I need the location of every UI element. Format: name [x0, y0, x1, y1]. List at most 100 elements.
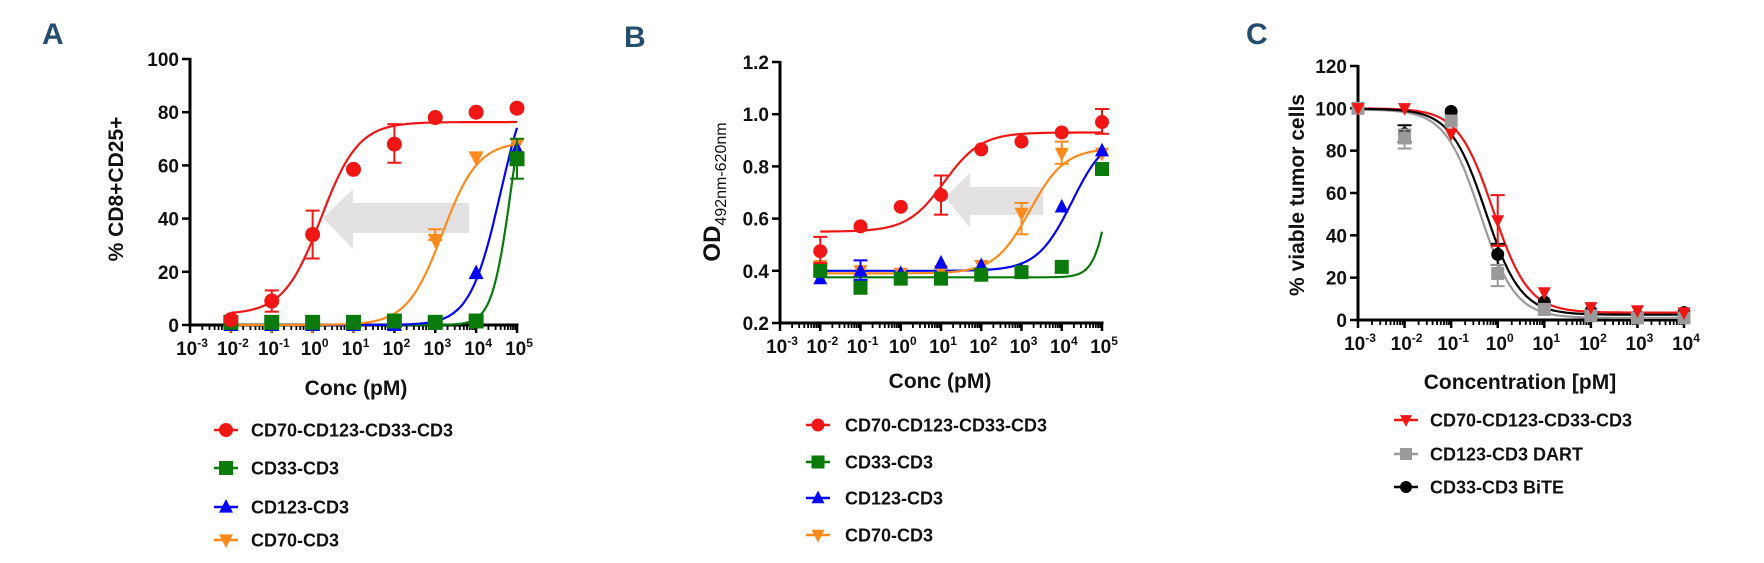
x-tick-label: 10-1 — [258, 336, 290, 360]
x-axis-title-b: Conc (pM) — [889, 370, 992, 393]
legend-marker-icon — [811, 455, 825, 469]
x-tick-base: 10 — [1090, 337, 1111, 358]
legend-label: CD123-CD3 — [845, 489, 943, 509]
x-tick-exponent: -1 — [1458, 331, 1469, 345]
data-point — [1095, 162, 1109, 177]
x-tick-exponent: -1 — [279, 336, 290, 350]
x-tick-base: 10 — [258, 339, 279, 360]
series-cd70-cd123-cd33-cd3 — [1351, 103, 1691, 321]
y-tick-label: 80 — [158, 103, 179, 124]
y-tick-label: 100 — [147, 50, 179, 71]
x-tick-label: 100 — [1486, 331, 1514, 355]
legend-marker-icon — [811, 490, 825, 504]
data-point — [1584, 309, 1598, 323]
legend-label: CD33-CD3 BiTE — [1430, 478, 1564, 498]
x-tick-base: 10 — [806, 337, 827, 358]
x-tick-label: 10-3 — [1344, 331, 1376, 355]
y-tick-label: 80 — [1326, 142, 1347, 163]
y-axis-title-a: % CD8+CD25+ — [105, 117, 128, 262]
x-tick-base: 10 — [342, 339, 363, 360]
x-tick-exponent: 4 — [1071, 334, 1078, 348]
legend-marker-icon — [1400, 448, 1412, 460]
panel-a: A % CD8+CD25+ Conc (pM) 02040608010010-3… — [42, 18, 533, 551]
x-tick-label: 10-1 — [1437, 331, 1469, 355]
data-point — [1491, 266, 1505, 280]
data-point — [1444, 114, 1458, 128]
x-tick-label: 10-2 — [1391, 331, 1423, 355]
y-tick-label: 20 — [1326, 269, 1347, 290]
legend-label: CD123-CD3 DART — [1430, 445, 1583, 465]
data-point — [1095, 142, 1109, 157]
x-tick-label: 10-1 — [847, 334, 879, 358]
y-tick-label: 0.2 — [743, 314, 769, 335]
x-tick-exponent: -1 — [868, 334, 879, 348]
x-tick-base: 10 — [1010, 337, 1031, 358]
legend-item: CD33-CD3 — [806, 453, 933, 473]
y-tick-label: 1.0 — [743, 105, 769, 126]
plot-area-b — [813, 107, 1109, 295]
y-axis-title-b: OD492nm-620nm — [699, 122, 730, 261]
shift-arrow-b — [945, 173, 1043, 228]
data-point — [223, 312, 239, 328]
data-point — [934, 188, 948, 203]
legend-item: CD33-CD3 — [214, 459, 339, 479]
data-point — [974, 267, 989, 282]
x-tick-exponent: -3 — [197, 336, 208, 350]
series-cd33-cd3 — [813, 162, 1109, 295]
legend-marker-icon — [219, 534, 233, 549]
x-tick-label: 101 — [342, 336, 370, 360]
x-tick-exponent: -2 — [238, 336, 249, 350]
data-point — [853, 219, 868, 234]
fit-curve-cd70-cd123-cd33-cd3 — [230, 120, 517, 314]
y-axis-title-b-subscript: 492nm-620nm — [713, 122, 730, 225]
y-tick-label: 0.6 — [743, 210, 769, 231]
data-point — [893, 271, 908, 286]
data-point — [1054, 198, 1069, 213]
x-tick-base: 10 — [1672, 334, 1693, 355]
x-tick-exponent: 3 — [1647, 331, 1654, 345]
x-tick-label: 102 — [382, 336, 410, 360]
shift-arrow-a — [323, 189, 469, 249]
legend-item: CD123-CD3 — [214, 498, 349, 518]
data-point — [1398, 131, 1412, 145]
x-tick-base: 10 — [505, 339, 526, 360]
data-point — [386, 313, 402, 329]
y-tick-label: 1.2 — [743, 53, 769, 74]
fit-curve-cd70-cd3 — [820, 149, 1103, 275]
x-tick-label: 104 — [1672, 331, 1700, 355]
x-tick-exponent: 0 — [1507, 331, 1514, 345]
legend-label: CD33-CD3 — [845, 453, 933, 473]
y-tick-label: 40 — [158, 210, 179, 231]
x-tick-exponent: -2 — [1412, 331, 1423, 345]
data-point — [1054, 147, 1069, 162]
x-tick-exponent: 2 — [990, 334, 997, 348]
y-tick-label: 60 — [158, 156, 179, 177]
data-point — [1014, 265, 1029, 280]
data-point — [468, 151, 484, 167]
legend-marker-icon — [219, 423, 233, 437]
x-tick-base: 10 — [1532, 334, 1553, 355]
legend-marker-icon — [811, 418, 825, 432]
data-point — [468, 313, 484, 329]
y-tick-label: 100 — [1315, 99, 1347, 120]
legend-item: CD33-CD3 BiTE — [1394, 478, 1564, 498]
legend-marker-icon — [811, 529, 825, 543]
x-tick-base: 10 — [766, 337, 787, 358]
series-cd123-cd3 dart — [1351, 101, 1691, 325]
fit-curve-cd33-cd3 bite — [1358, 107, 1684, 316]
panel-label-b: B — [624, 21, 646, 54]
y-tick-label: 0.8 — [743, 157, 769, 178]
data-point — [853, 280, 868, 295]
x-tick-exponent: 1 — [1554, 331, 1561, 345]
y-axis-title-c: % viable tumor cells — [1286, 94, 1309, 296]
x-tick-label: 10-2 — [806, 334, 838, 358]
legend-item: CD70-CD123-CD33-CD3 — [214, 421, 453, 441]
x-tick-label: 103 — [1010, 334, 1038, 358]
x-tick-base: 10 — [176, 339, 197, 360]
x-tick-base: 10 — [1437, 334, 1458, 355]
x-tick-base: 10 — [301, 339, 322, 360]
shift-arrow — [323, 189, 469, 249]
x-tick-base: 10 — [847, 337, 868, 358]
x-tick-base: 10 — [423, 339, 444, 360]
